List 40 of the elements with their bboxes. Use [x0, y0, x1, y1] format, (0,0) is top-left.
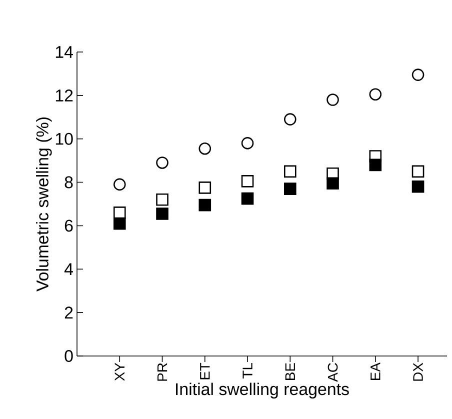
- x-tick-label: ET: [200, 362, 210, 380]
- point: [156, 156, 168, 169]
- point: [326, 94, 339, 106]
- y-tick-label: 12: [56, 90, 73, 102]
- x-tick-label: BE: [285, 363, 295, 380]
- y-tick-label: 0: [64, 350, 73, 362]
- point: [241, 192, 254, 205]
- x-tick-label: XY: [114, 362, 124, 381]
- y-tick-label: 8: [64, 176, 73, 188]
- point: [241, 137, 254, 150]
- x-tick-label: TL: [242, 362, 252, 378]
- point: [326, 177, 339, 190]
- point: [241, 175, 254, 188]
- y-tick-label: 10: [56, 132, 73, 145]
- point: [369, 88, 382, 100]
- x-tick-label: DX: [413, 362, 423, 381]
- point: [156, 208, 168, 220]
- point: [412, 180, 424, 193]
- point: [198, 142, 212, 155]
- y-tick-label: 14: [56, 46, 73, 58]
- point: [198, 182, 212, 194]
- point: [156, 194, 168, 206]
- y-axis-title: Volumetric swelling (%): [36, 118, 52, 292]
- point: [412, 68, 424, 81]
- point: [113, 206, 126, 219]
- point: [284, 182, 296, 195]
- point: [369, 158, 382, 172]
- y-tick-label: 4: [64, 263, 73, 275]
- y-tick-label: 2: [64, 306, 73, 318]
- point: [198, 198, 212, 212]
- point: [113, 217, 126, 230]
- point: [284, 165, 296, 178]
- point: [284, 113, 296, 126]
- point: [412, 165, 424, 178]
- x-tick-label: EA: [370, 362, 380, 380]
- x-tick-label: AC: [328, 363, 338, 382]
- x-axis-title: Initial swelling reagents: [176, 382, 349, 399]
- y-tick-label: 6: [64, 220, 73, 232]
- point: [113, 178, 126, 191]
- x-tick-label: PR: [157, 363, 168, 381]
